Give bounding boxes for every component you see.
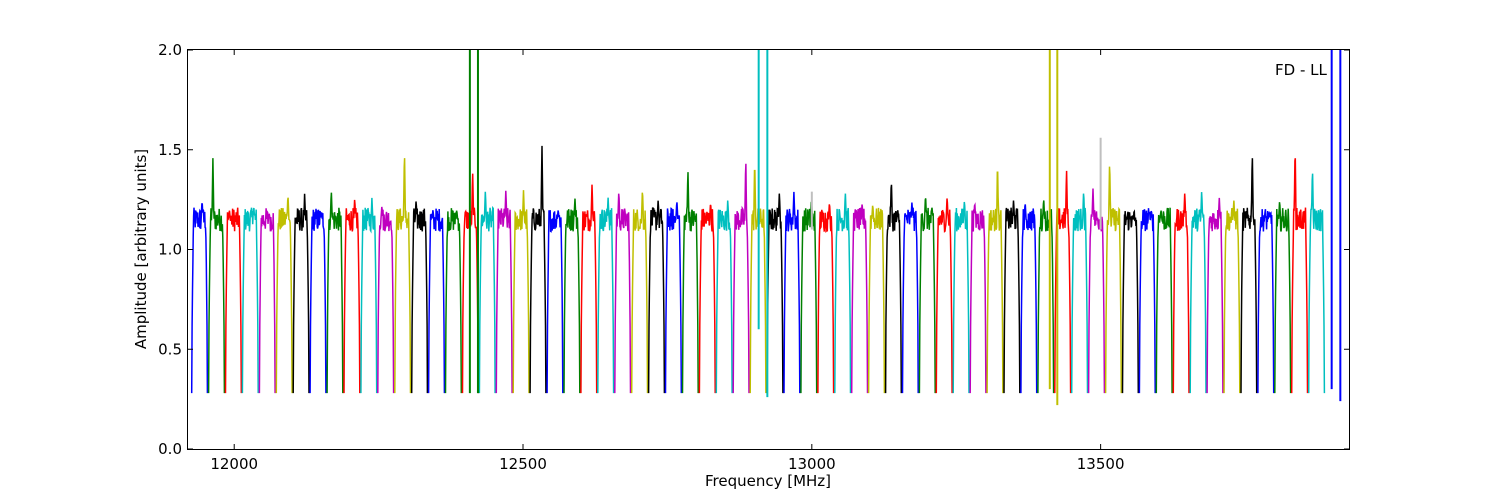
subband-series-line	[783, 191, 801, 394]
subband-series-line	[1087, 188, 1106, 394]
subband-series-line	[986, 171, 1004, 394]
subband-series-line	[614, 193, 632, 394]
x-axis-label: Frequency [MHz]	[705, 472, 831, 490]
y-tick-label: 0.5	[158, 340, 182, 358]
plot-frame	[187, 49, 1350, 450]
x-tick-label: 12500	[499, 455, 547, 473]
subband-series-line	[1307, 173, 1326, 394]
subband-series-line	[969, 202, 987, 394]
subband-series-line	[1240, 158, 1258, 394]
subband-series-line	[1020, 204, 1038, 394]
subband-series-line	[546, 210, 564, 394]
subband-series-line	[1104, 166, 1123, 394]
subband-series-line	[343, 199, 361, 394]
subband-series-line	[410, 201, 429, 394]
subband-series-line	[1257, 209, 1275, 394]
subband-series-line	[563, 198, 581, 394]
subband-series-line	[681, 172, 699, 394]
subband-series-line	[800, 199, 818, 394]
subband-series-line	[207, 158, 226, 394]
subband-series-line	[664, 202, 683, 394]
subband-series-line	[1003, 200, 1021, 394]
subband-series-line	[817, 204, 835, 394]
subband-series-line	[766, 193, 784, 394]
subband-series-line	[478, 191, 496, 394]
subband-series-line	[495, 190, 513, 394]
subband-series-line	[1189, 192, 1207, 394]
subband-series-line	[1037, 200, 1055, 394]
subband-series-line	[732, 163, 750, 394]
subband-series-line	[597, 197, 615, 394]
ticks-layer: 12000 12500 13000 13500 0.0 0.5 1.0 1.5 2.0	[158, 41, 1349, 473]
subband-series-line	[275, 197, 293, 394]
y-tick-label: 1.0	[158, 241, 182, 259]
subband-series-line	[1172, 193, 1190, 394]
y-tick-label: 1.5	[158, 141, 182, 159]
x-tick-label: 13500	[1077, 455, 1125, 473]
subband-series-line	[241, 207, 259, 394]
subband-series-line	[884, 184, 903, 394]
subband-series-line	[394, 158, 412, 394]
y-tick-label: 0.0	[158, 440, 182, 458]
subband-series-line	[918, 198, 936, 394]
subband-series-line	[952, 201, 970, 394]
subband-series-line	[224, 207, 243, 394]
subband-series-line	[935, 198, 953, 394]
y-axis-label: Amplitude [arbitrary units]	[132, 149, 150, 349]
subband-series-line	[1206, 197, 1224, 394]
x-tick-label: 13000	[788, 455, 836, 473]
subband-series-line	[715, 200, 733, 394]
subband-series-line	[1070, 193, 1089, 394]
subband-series-line	[309, 208, 327, 394]
chart-annotation: FD - LL	[1275, 61, 1327, 79]
subband-series-line	[529, 145, 547, 394]
y-tick-label: 2.0	[158, 41, 182, 59]
subband-series-line	[1290, 158, 1309, 394]
subband-series-line	[580, 184, 598, 394]
subband-series-line	[427, 208, 446, 394]
subband-series-line	[698, 204, 716, 394]
x-tick-label: 12000	[210, 455, 258, 473]
subband-series-line	[512, 190, 530, 394]
subband-series-line	[190, 203, 209, 394]
series-layer	[190, 50, 1342, 406]
subband-series-line	[1121, 209, 1140, 394]
subband-series-line	[1274, 202, 1292, 394]
subband-series-line	[444, 208, 463, 394]
subband-series-line	[292, 193, 310, 394]
subband-series-line	[326, 192, 344, 394]
subband-series-line	[360, 197, 378, 394]
subband-series-line	[1138, 208, 1156, 394]
subband-series-line	[630, 192, 649, 394]
subband-series-line	[834, 193, 852, 394]
subband-series-line	[850, 204, 869, 394]
subband-series-line	[258, 208, 276, 394]
subband-series-line	[867, 205, 886, 394]
subband-series-line	[1155, 207, 1173, 394]
subband-series-line	[647, 200, 666, 394]
subband-series-line	[1223, 200, 1241, 394]
subband-series-line	[377, 206, 395, 394]
subband-series-line	[901, 202, 919, 394]
